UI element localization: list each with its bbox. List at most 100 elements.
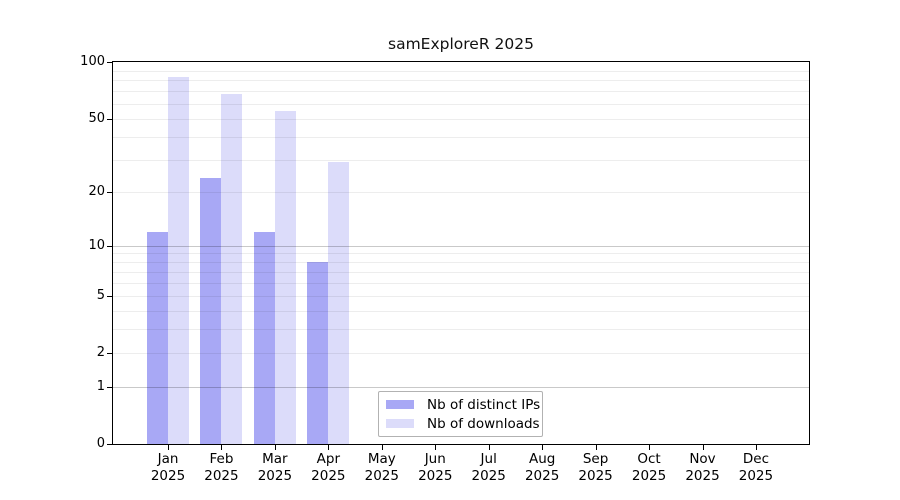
x-label-oct: Oct 2025 (617, 451, 681, 484)
x-tick-jan (168, 444, 169, 450)
x-label-year: 2025 (471, 467, 506, 484)
gridline-40 (113, 136, 809, 138)
gridline-90 (113, 70, 809, 72)
y-tick-label-1: 1 (96, 378, 105, 394)
gridline-7 (113, 271, 809, 273)
x-label-month: Feb (209, 451, 234, 467)
bar-jan-distinct-ips (147, 231, 168, 444)
x-label-year: 2025 (364, 467, 399, 484)
x-label-month: Nov (689, 451, 716, 467)
x-tick-may (381, 444, 383, 450)
y-tick-label-50: 50 (88, 110, 105, 126)
gridline-8 (113, 262, 809, 264)
gridline-80 (113, 80, 809, 82)
x-label-year: 2025 (685, 467, 720, 484)
x-tick-aug (542, 444, 544, 450)
gridline-1 (113, 386, 809, 388)
x-label-month: Oct (637, 451, 661, 467)
x-label-month: Aug (528, 451, 556, 467)
x-tick-apr (328, 444, 330, 450)
x-tick-feb (221, 444, 223, 450)
gridline-3 (113, 329, 809, 331)
x-label-dec: Dec 2025 (724, 451, 788, 484)
x-tick-oct (649, 444, 651, 450)
gridline-20 (113, 192, 809, 193)
x-tick-dec (755, 444, 757, 450)
x-label-year: 2025 (257, 467, 293, 484)
gridline-60 (113, 103, 809, 105)
x-label-nov: Nov 2025 (671, 451, 735, 484)
y-tick-label-2: 2 (96, 345, 105, 361)
bar-apr-downloads (328, 162, 350, 444)
x-label-jul: Jul 2025 (457, 451, 521, 484)
x-label-mar: Mar 2025 (243, 451, 307, 484)
gridline-70 (113, 91, 809, 93)
x-label-year: 2025 (150, 467, 186, 484)
y-tick-100 (107, 62, 113, 63)
legend-item-distinct-ips: Nb of distinct IPs (386, 397, 542, 413)
bar-jan-downloads (168, 77, 189, 444)
bar-mar-downloads (274, 110, 296, 444)
x-label-month: Mar (262, 451, 288, 467)
gridline-4 (113, 310, 809, 312)
y-tick-label-5: 5 (96, 287, 105, 303)
legend-item-downloads: Nb of downloads (386, 416, 542, 432)
y-tick-20 (107, 192, 113, 193)
x-label-year: 2025 (204, 467, 239, 484)
legend: Nb of distinct IPs Nb of downloads (378, 391, 543, 437)
bar-mar-distinct-ips (253, 231, 275, 444)
x-label-month: Jan (157, 451, 179, 467)
bars-layer (113, 62, 809, 444)
y-tick-0 (107, 444, 113, 445)
gridline-6 (113, 282, 809, 284)
y-tick-label-20: 20 (88, 184, 105, 199)
x-label-year: 2025 (578, 467, 613, 484)
gridline-2 (113, 353, 809, 355)
x-tick-jun (435, 444, 437, 450)
y-tick-50 (107, 118, 113, 120)
x-label-year: 2025 (311, 467, 346, 484)
gridline-10 (113, 245, 809, 247)
x-label-year: 2025 (631, 467, 667, 484)
y-tick-5 (107, 295, 113, 297)
x-label-year: 2025 (418, 467, 453, 484)
y-tick-label-0: 0 (96, 436, 105, 451)
x-label-feb: Feb 2025 (189, 451, 253, 484)
gridlines-layer (113, 62, 809, 444)
x-label-month: Dec (742, 451, 769, 467)
x-label-aug: Aug 2025 (510, 451, 574, 484)
chart-title: samExploreR 2025 (388, 35, 534, 53)
x-tick-mar (274, 444, 276, 450)
y-tick-label-10: 10 (88, 237, 105, 253)
x-tick-jul (488, 444, 490, 450)
legend-label-downloads: Nb of downloads (427, 415, 540, 432)
legend-label-distinct-ips: Nb of distinct IPs (427, 396, 541, 413)
x-label-year: 2025 (738, 467, 774, 484)
x-label-month: Apr (316, 451, 341, 467)
y-tick-label-100: 100 (80, 54, 105, 69)
x-label-apr: Apr 2025 (296, 451, 360, 484)
x-label-may: May 2025 (350, 451, 414, 484)
x-label-month: Jul (480, 451, 497, 467)
bar-feb-downloads (221, 93, 243, 444)
legend-swatch-downloads (386, 419, 414, 428)
x-label-month: Sep (582, 451, 609, 467)
x-label-jun: Jun 2025 (403, 451, 467, 484)
gridline-5 (113, 295, 809, 297)
plot-area (112, 61, 810, 445)
legend-swatch-distinct-ips (386, 400, 414, 409)
gridline-9 (113, 253, 809, 255)
bar-apr-distinct-ips (307, 262, 329, 444)
gridline-50 (113, 118, 809, 120)
y-tick-2 (107, 353, 113, 355)
y-tick-1 (107, 386, 113, 388)
gridline-30 (113, 159, 809, 161)
y-tick-10 (107, 245, 113, 247)
x-label-jan: Jan 2025 (136, 451, 200, 484)
x-label-month: Jun (424, 451, 446, 467)
x-label-sep: Sep 2025 (564, 451, 628, 484)
x-label-year: 2025 (524, 467, 560, 484)
x-tick-sep (595, 444, 597, 450)
bar-feb-distinct-ips (200, 177, 222, 444)
